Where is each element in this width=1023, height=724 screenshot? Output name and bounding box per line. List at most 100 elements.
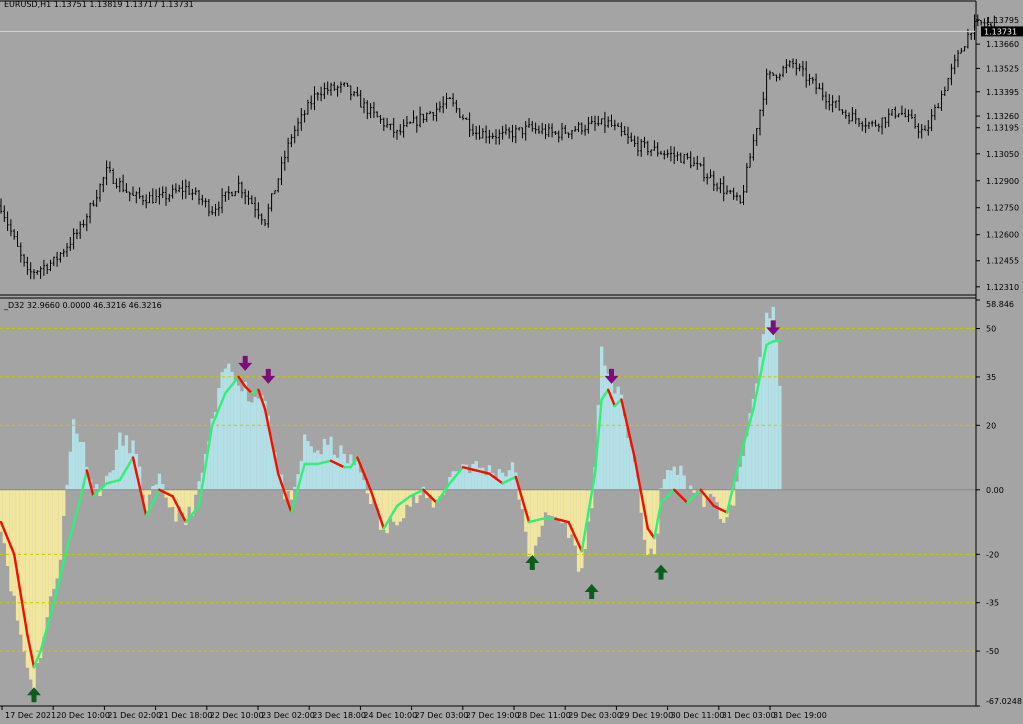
histogram-bar-positive — [510, 462, 515, 490]
price-candle — [699, 163, 702, 167]
time-tick-label: 17 Dec 2021 — [5, 711, 56, 720]
price-y-axis[interactable]: 1.13795 1.13660 1.13525 1.13395 1.13260 1.131… — [976, 16, 1023, 292]
price-candle — [148, 191, 151, 204]
price-candle — [788, 60, 791, 68]
price-candle — [366, 100, 369, 120]
histogram-bar-positive — [679, 465, 683, 490]
line-segment-falling — [356, 456, 362, 467]
histogram-bar-negative — [174, 489, 178, 522]
price-candle — [336, 85, 339, 97]
histogram-bar-positive — [296, 474, 300, 490]
price-candle — [260, 213, 263, 225]
line-segment-falling — [257, 388, 263, 401]
price-candle — [785, 59, 788, 74]
histogram-bar-positive — [504, 476, 508, 490]
line-segment-falling — [171, 495, 178, 504]
price-candle — [55, 251, 59, 267]
indicator-y-axis[interactable]: 58.846 50 35 20 0.00 -20 -35 -50 -67.0248 — [976, 299, 1022, 707]
indicator-panel-title: _D32 32.9660 0.0000 46.3216 46.3216 — [3, 301, 162, 310]
price-candle — [940, 90, 943, 111]
price-candle — [900, 105, 904, 116]
histogram-bar-negative — [52, 489, 56, 589]
price-candle — [709, 169, 712, 179]
line-segment-rising — [755, 375, 762, 395]
histogram-bar-positive — [240, 391, 244, 490]
price-candle — [966, 28, 970, 49]
price-candle — [946, 77, 950, 92]
histogram-bar-positive — [771, 306, 775, 490]
histogram-bar-negative — [725, 489, 729, 518]
price-candle — [415, 115, 418, 133]
price-candle — [725, 185, 729, 195]
price-candle — [168, 193, 171, 203]
price-candle — [290, 134, 293, 148]
price-panel[interactable]: 1.13795 1.13660 1.13525 1.13395 1.13260 1.131… — [0, 0, 1023, 292]
price-candle — [95, 189, 98, 207]
line-segment-falling — [174, 501, 181, 511]
price-candle — [184, 179, 187, 199]
price-candle — [646, 140, 649, 156]
histogram-bar-positive — [273, 452, 277, 490]
histogram-bar-negative — [398, 489, 402, 522]
histogram-bar-positive — [606, 373, 610, 490]
price-candle — [395, 129, 399, 140]
price-candle — [382, 117, 385, 131]
price-candle — [319, 86, 323, 102]
price-candle — [227, 186, 230, 200]
time-tick-label: 22 Dec 10:00 — [210, 711, 264, 720]
price-candle — [758, 109, 762, 136]
price-candle — [894, 106, 897, 119]
histogram-bar-positive — [101, 487, 105, 490]
line-segment-rising — [745, 420, 752, 435]
histogram-bar-positive — [623, 416, 627, 490]
histogram-bar-positive — [85, 467, 89, 490]
line-segment-rising — [148, 501, 155, 511]
price-candle — [729, 189, 732, 194]
price-candle — [745, 162, 748, 193]
price-candle — [722, 176, 725, 202]
price-candle — [399, 124, 402, 136]
price-candle — [484, 125, 488, 144]
price-candle — [323, 82, 326, 100]
line-segment-falling — [574, 535, 580, 546]
price-candle — [877, 123, 880, 132]
price-candle — [409, 121, 412, 124]
price-candle — [369, 103, 372, 119]
histogram-bar-positive — [270, 439, 274, 490]
line-segment-rising — [656, 501, 663, 522]
histogram-bar-negative — [32, 489, 36, 689]
line-segment-rising — [296, 474, 303, 490]
price-candle — [831, 95, 834, 113]
price-candle — [630, 132, 633, 142]
indicator-tick-label: 58.846 — [986, 300, 1014, 309]
line-segment-falling — [376, 507, 382, 521]
price-candle — [333, 81, 336, 91]
price-candle — [253, 196, 257, 218]
price-candle — [501, 125, 504, 140]
histogram-bar-positive — [359, 472, 363, 490]
histogram-bar-negative — [692, 489, 696, 493]
line-segment-falling — [524, 509, 531, 524]
histogram-bar-positive — [118, 432, 122, 490]
line-segment-falling — [640, 491, 646, 512]
histogram-bar-negative — [583, 489, 587, 549]
line-segment-falling — [29, 649, 36, 669]
sell-arrow-icon — [261, 368, 276, 384]
price-candle — [864, 117, 867, 134]
price-candle — [838, 95, 841, 111]
price-candle — [623, 125, 626, 136]
histogram-bar-negative — [184, 489, 188, 525]
line-segment-rising — [210, 416, 217, 427]
histogram-bar-negative — [29, 489, 33, 680]
price-candle — [636, 136, 640, 157]
price-tick-label: 1.13050 — [986, 150, 1019, 159]
time-tick-label: 23 Dec 18:00 — [312, 711, 366, 720]
indicator-panel[interactable]: 58.846 50 35 20 0.00 -20 -35 -50 -67.0248 _D32 3… — [0, 299, 1022, 707]
price-candle — [616, 122, 620, 127]
price-candle — [118, 177, 121, 193]
price-candle — [316, 92, 319, 101]
price-candle — [108, 161, 112, 173]
histogram-bar-negative — [580, 489, 584, 569]
